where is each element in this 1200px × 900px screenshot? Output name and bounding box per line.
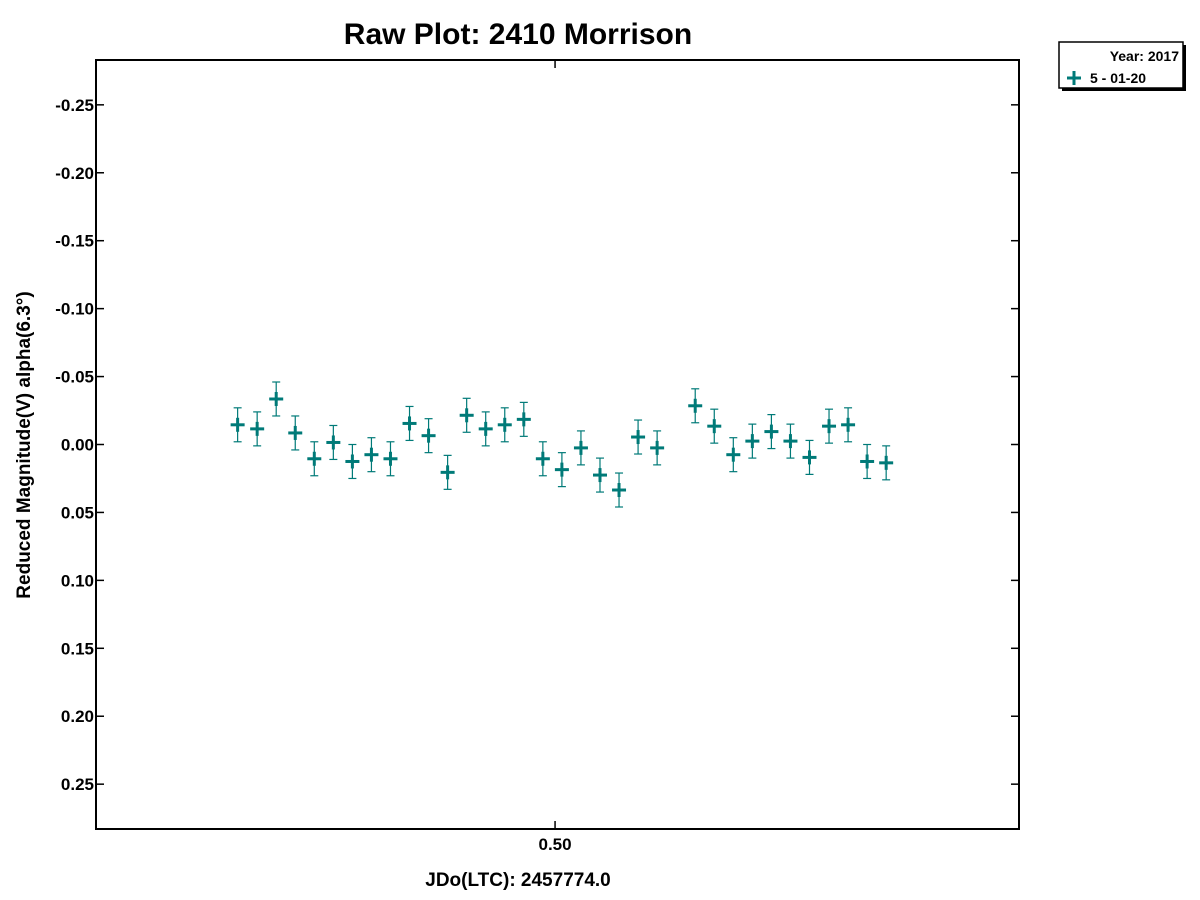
data-point (554, 452, 569, 488)
data-point (230, 407, 245, 443)
data-point (421, 418, 436, 454)
x-tick-label: 0.50 (539, 835, 572, 854)
data-point (288, 415, 303, 451)
y-tick-label: 0.25 (61, 775, 94, 794)
y-axis-ticks: -0.25 -0.20 -0.15 -0.10 -0.05 0.00 0.05 0.10 0.1… (55, 96, 1019, 794)
y-tick-label: -0.10 (55, 300, 94, 319)
y-tick-label: 0.00 (61, 436, 94, 455)
data-point (459, 397, 474, 433)
data-point (879, 445, 894, 481)
data-point (516, 401, 531, 437)
y-axis-label: Reduced Magnitude(V) alpha(6.3°) (14, 291, 35, 598)
data-point (764, 414, 779, 450)
y-tick-label: 0.05 (61, 503, 94, 522)
data-point (783, 423, 798, 459)
y-tick-label: -0.20 (55, 164, 94, 183)
data-point (631, 419, 646, 455)
data-point (802, 439, 817, 475)
data-point (250, 411, 265, 447)
data-point (440, 454, 455, 490)
chart-title: Raw Plot: 2410 Morrison (344, 18, 692, 51)
data-point (269, 381, 284, 417)
y-tick-label: -0.05 (55, 368, 94, 387)
legend-marker-icon (1067, 71, 1081, 85)
data-point (822, 408, 837, 444)
data-point (726, 437, 741, 473)
data-point (841, 407, 856, 443)
data-point (402, 405, 417, 442)
legend: Year: 2017 5 - 01-20 (1058, 41, 1186, 91)
data-point (345, 443, 360, 480)
data-point (745, 423, 760, 459)
y-tick-label: -0.15 (55, 232, 94, 251)
data-point (573, 430, 588, 466)
y-tick-label: 0.20 (61, 707, 94, 726)
plot-area (95, 59, 1020, 830)
data-point (307, 441, 322, 477)
data-point (612, 472, 627, 508)
y-tick-label: -0.25 (55, 96, 94, 115)
x-axis-ticks: 0.50 (539, 60, 572, 854)
x-axis-label: JDo(LTC): 2457774.0 (425, 870, 611, 891)
data-point (650, 430, 665, 466)
y-tick-label: 0.10 (61, 571, 94, 590)
data-points (230, 381, 894, 508)
data-point (688, 388, 703, 424)
legend-header: Year: 2017 (1110, 48, 1179, 64)
data-point (326, 424, 341, 461)
data-point (497, 407, 512, 443)
data-point (535, 441, 550, 477)
data-point (383, 441, 398, 477)
legend-entry-label: 5 - 01-20 (1090, 70, 1146, 86)
data-point (592, 457, 607, 493)
y-tick-label: 0.15 (61, 639, 94, 658)
data-point (707, 408, 722, 444)
data-point (364, 437, 379, 473)
data-point (478, 411, 493, 447)
data-point (860, 443, 875, 480)
legend-box (1058, 41, 1184, 89)
